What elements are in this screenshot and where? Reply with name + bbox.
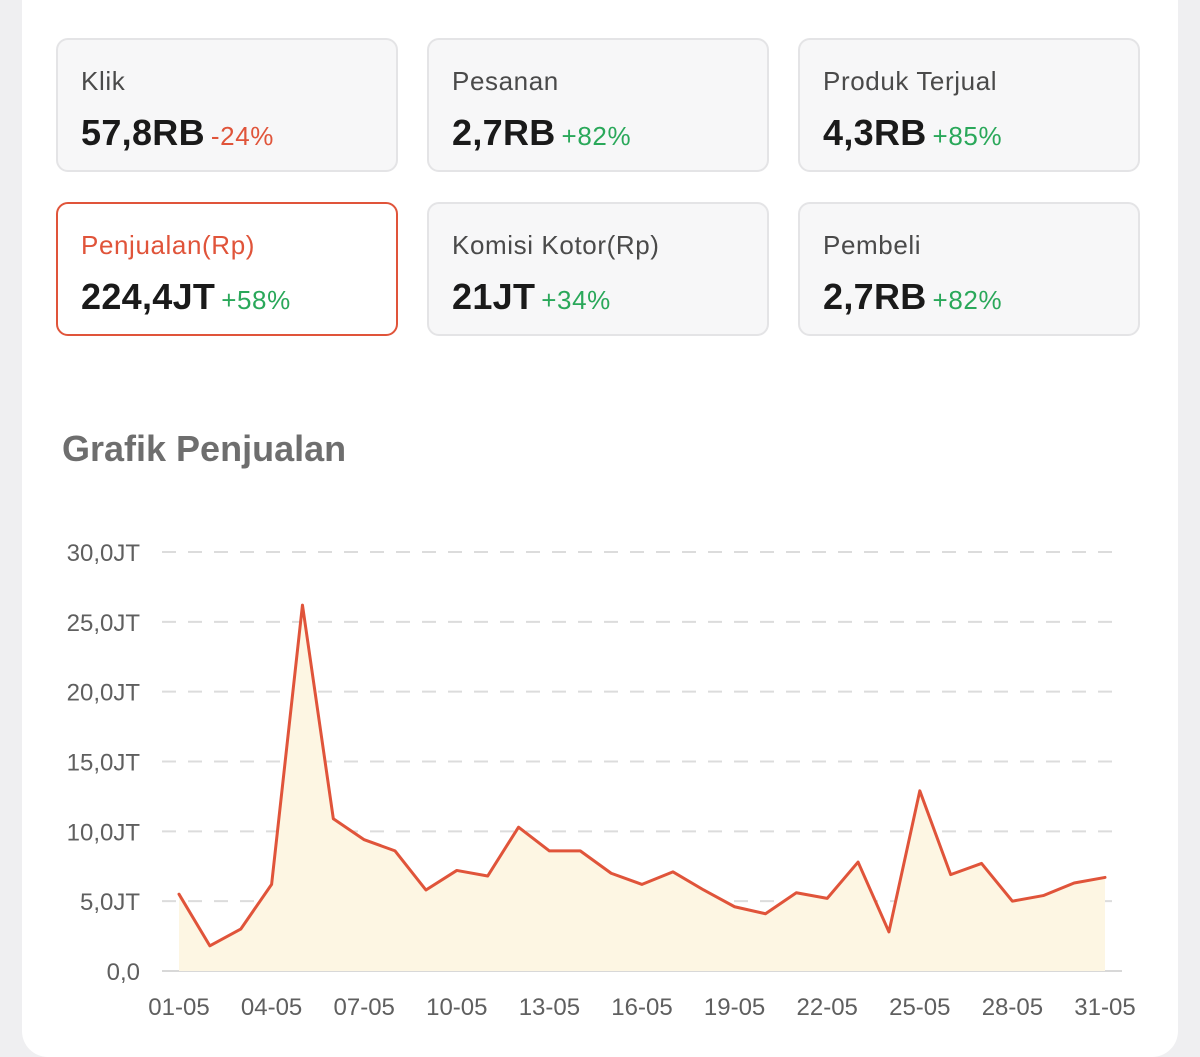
data-point-28-05[interactable] <box>1008 897 1016 905</box>
y-tick-label: 5,0JT <box>80 889 140 916</box>
metric-card-penjualan[interactable]: Penjualan(Rp) 224,4JT +58% <box>56 202 398 336</box>
x-tick-label: 01-05 <box>148 994 209 1021</box>
chart-title: Grafik Penjualan <box>62 428 347 469</box>
data-point-13-05[interactable] <box>545 847 553 855</box>
y-tick-label: 20,0JT <box>67 680 141 707</box>
metric-value: 57,8RB <box>81 112 205 153</box>
metric-value: 224,4JT <box>81 276 216 317</box>
data-point-08-05[interactable] <box>391 847 399 855</box>
x-tick-label: 16-05 <box>611 994 672 1021</box>
sales-area-fill <box>179 605 1105 971</box>
metric-card-produk-terjual[interactable]: Produk Terjual 4,3RB +85% <box>798 38 1140 172</box>
x-tick-label: 10-05 <box>426 994 487 1021</box>
metric-card-pesanan[interactable]: Pesanan 2,7RB +82% <box>427 38 769 172</box>
data-point-15-05[interactable] <box>607 869 615 877</box>
data-point-17-05[interactable] <box>669 868 677 876</box>
data-point-01-05[interactable] <box>175 890 183 898</box>
metric-value: 4,3RB <box>823 112 927 153</box>
metric-change: +58% <box>221 285 291 315</box>
data-point-02-05[interactable] <box>206 942 214 950</box>
data-point-12-05[interactable] <box>515 823 523 831</box>
data-point-31-05[interactable] <box>1101 873 1109 881</box>
y-tick-label: 15,0JT <box>67 750 141 777</box>
data-point-06-05[interactable] <box>329 815 337 823</box>
x-tick-label: 07-05 <box>334 994 395 1021</box>
data-point-16-05[interactable] <box>638 880 646 888</box>
metric-label: Komisi Kotor(Rp) <box>452 230 660 260</box>
data-point-04-05[interactable] <box>268 880 276 888</box>
data-point-14-05[interactable] <box>576 847 584 855</box>
y-tick-label: 30,0JT <box>67 540 141 567</box>
x-tick-label: 28-05 <box>982 994 1043 1021</box>
data-point-10-05[interactable] <box>453 866 461 874</box>
data-point-21-05[interactable] <box>792 889 800 897</box>
data-point-09-05[interactable] <box>422 886 430 894</box>
metric-label: Pesanan <box>452 66 559 96</box>
data-point-27-05[interactable] <box>978 859 986 867</box>
metric-label: Produk Terjual <box>823 66 998 96</box>
data-point-26-05[interactable] <box>947 871 955 879</box>
data-point-11-05[interactable] <box>484 872 492 880</box>
data-point-03-05[interactable] <box>237 925 245 933</box>
metric-change: +34% <box>541 285 611 315</box>
data-point-19-05[interactable] <box>731 903 739 911</box>
metric-change: +82% <box>561 121 632 151</box>
data-point-29-05[interactable] <box>1039 892 1047 900</box>
metric-label: Pembeli <box>823 230 922 260</box>
y-tick-label: 0,0 <box>107 959 140 986</box>
y-tick-label: 25,0JT <box>67 610 141 637</box>
metric-value: 21JT <box>452 276 536 317</box>
metric-card-klik[interactable]: Klik 57,8RB -24% <box>56 38 398 172</box>
metric-value: 2,7RB <box>823 276 927 317</box>
metric-change: +85% <box>932 121 1003 151</box>
x-tick-label: 25-05 <box>889 994 950 1021</box>
data-point-30-05[interactable] <box>1070 879 1078 887</box>
sales-series-line <box>177 603 1107 948</box>
metric-card-pembeli[interactable]: Pembeli 2,7RB +82% <box>798 202 1140 336</box>
data-point-23-05[interactable] <box>854 858 862 866</box>
x-tick-label: 13-05 <box>519 994 580 1021</box>
data-point-24-05[interactable] <box>885 928 893 936</box>
data-point-20-05[interactable] <box>761 910 769 918</box>
x-tick-label: 04-05 <box>241 994 302 1021</box>
metric-value: 2,7RB <box>452 112 556 153</box>
metric-label: Klik <box>81 66 126 96</box>
x-tick-label: 19-05 <box>704 994 765 1021</box>
metric-card-komisi-kotor[interactable]: Komisi Kotor(Rp) 21JT +34% <box>427 202 769 336</box>
x-tick-label: 31-05 <box>1074 994 1135 1021</box>
data-point-18-05[interactable] <box>700 886 708 894</box>
data-point-22-05[interactable] <box>823 894 831 902</box>
y-tick-label: 10,0JT <box>67 819 141 846</box>
x-tick-label: 22-05 <box>797 994 858 1021</box>
metric-label: Penjualan(Rp) <box>81 230 256 260</box>
data-point-05-05[interactable] <box>298 601 306 609</box>
data-point-25-05[interactable] <box>916 787 924 795</box>
metric-change: -24% <box>210 121 274 151</box>
metric-change: +82% <box>932 285 1003 315</box>
data-point-07-05[interactable] <box>360 836 368 844</box>
